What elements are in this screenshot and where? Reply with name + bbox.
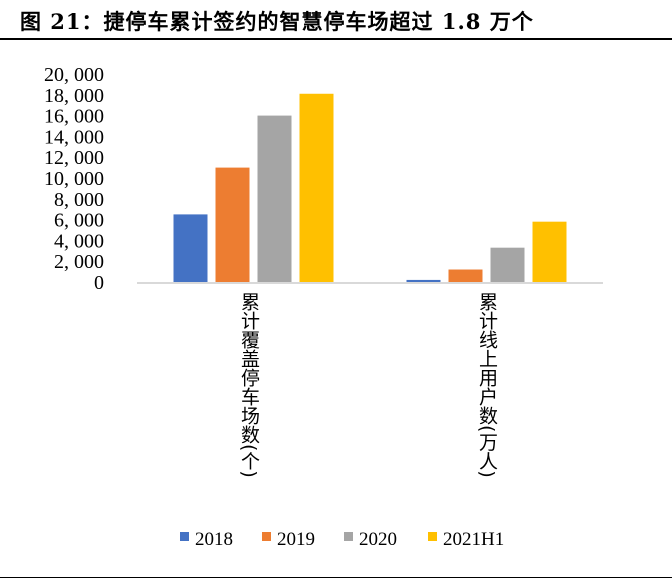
y-tick-label: 6, 000 bbox=[54, 210, 104, 232]
legend-label-2019: 2019 bbox=[277, 529, 315, 550]
bottom-rule bbox=[0, 577, 672, 578]
bar-2019-0 bbox=[215, 167, 250, 282]
y-tick-label: 20, 000 bbox=[44, 64, 104, 86]
bar-2021H1-1 bbox=[532, 221, 567, 282]
bar-2019-1 bbox=[448, 269, 483, 282]
y-tick-label: 14, 000 bbox=[44, 126, 104, 148]
y-tick-label: 8, 000 bbox=[54, 189, 104, 211]
bar-2018-0 bbox=[173, 214, 208, 282]
y-tick-label: 18, 000 bbox=[44, 85, 104, 107]
legend-swatch-2019 bbox=[262, 532, 271, 541]
y-tick-label: 10, 000 bbox=[44, 168, 104, 190]
figure-title: 图 21：捷停车累计签约的智慧停车场超过 1.8 万个 bbox=[20, 9, 534, 34]
legend-swatch-2020 bbox=[344, 532, 353, 541]
legend-label-2021H1: 2021H1 bbox=[443, 529, 504, 550]
bar-2020-0 bbox=[257, 115, 292, 282]
bar-2021H1-0 bbox=[299, 93, 334, 282]
legend-swatch-2021H1 bbox=[428, 532, 437, 541]
category-label-0: 累计覆盖停车场数(个) bbox=[238, 292, 260, 478]
legend-label-2018: 2018 bbox=[195, 529, 233, 550]
y-tick-label: 12, 000 bbox=[44, 147, 104, 169]
bar-2020-1 bbox=[490, 247, 525, 282]
bar-2018-1 bbox=[406, 279, 441, 282]
y-tick-label: 16, 000 bbox=[44, 106, 104, 128]
y-tick-label: 0 bbox=[94, 272, 104, 294]
y-tick-label: 4, 000 bbox=[54, 230, 104, 252]
category-label-1: 累计线上用户数(万人) bbox=[476, 292, 498, 478]
legend-label-2020: 2020 bbox=[359, 529, 397, 550]
title-rule bbox=[0, 38, 672, 40]
y-tick-label: 2, 000 bbox=[54, 251, 104, 273]
legend-swatch-2018 bbox=[180, 532, 189, 541]
